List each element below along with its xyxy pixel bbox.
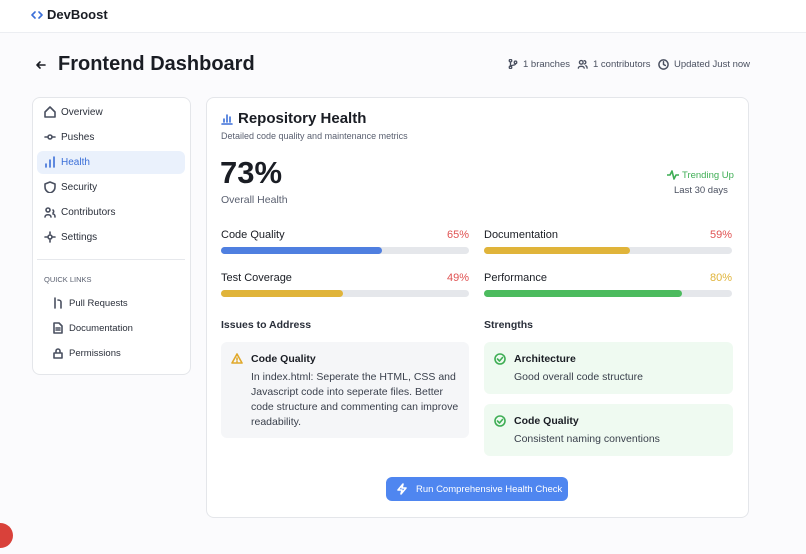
strength-card: [484, 342, 733, 394]
chart-icon: [221, 114, 233, 125]
issue-title: Code Quality: [251, 353, 316, 365]
nav-item[interactable]: Overview: [37, 101, 185, 124]
quick-links-title: QUICK LINKS: [44, 275, 92, 284]
trend-icon: [667, 170, 679, 180]
metric-name: Performance: [484, 272, 547, 284]
strength-title: Code Quality: [514, 415, 579, 427]
progress-bar: [484, 247, 631, 254]
metric-name: Documentation: [484, 229, 558, 241]
top-bar: [0, 0, 806, 33]
nav-item[interactable]: Settings: [37, 226, 185, 249]
icon: [53, 348, 63, 359]
strength-text: Consistent naming conventions: [514, 433, 660, 445]
issue-text: In index.html: Seperate the HTML, CSS an…: [251, 371, 459, 428]
nav-item[interactable]: Security: [37, 176, 185, 199]
logo-icon: [31, 11, 43, 19]
trend-period: Last 30 days: [674, 185, 728, 196]
nav-label[interactable]: Pushes: [61, 132, 95, 143]
icon: [44, 106, 56, 118]
icon: [53, 322, 63, 334]
nav-label[interactable]: Overview: [61, 107, 103, 118]
metric-label: 80%: [709, 272, 732, 284]
icon: [44, 134, 56, 140]
nav-label[interactable]: Health: [61, 157, 90, 168]
strengths-title: Strengths: [484, 319, 534, 331]
users-icon: [577, 59, 588, 69]
icon: [494, 415, 506, 427]
nav-item[interactable]: Pushes: [37, 126, 185, 149]
button-label[interactable]: Run Comprehensive Health Check: [416, 484, 563, 495]
nav-item[interactable]: Health: [37, 151, 185, 174]
page-title: Frontend Dashboard: [58, 53, 255, 75]
strength-title: Architecture: [514, 353, 576, 365]
meta-updated: Updated Just now: [674, 59, 751, 70]
metric-name: Test Coverage: [221, 272, 292, 284]
nav-item[interactable]: Contributors: [37, 201, 185, 224]
trend: Trending Up: [682, 170, 734, 181]
branch-icon: [508, 59, 518, 69]
icon: [54, 297, 62, 309]
progress-bar: [221, 290, 343, 297]
meta-contributors: 1 contributors: [593, 59, 651, 70]
bolt-icon: [397, 483, 407, 495]
nav-label[interactable]: Security: [61, 182, 98, 193]
icon: [44, 231, 56, 243]
quick-link[interactable]: Pull Requests: [69, 298, 128, 309]
icon: [45, 156, 55, 168]
nav-label[interactable]: Settings: [61, 232, 98, 243]
overall-label: Overall Health: [221, 194, 288, 206]
metric-label: 59%: [709, 229, 732, 241]
issues-title: Issues to Address: [221, 319, 312, 331]
issue-card: [221, 342, 469, 438]
progress-track: [484, 247, 732, 254]
nav-label[interactable]: Contributors: [61, 207, 116, 218]
strength-text: Good overall code structure: [514, 371, 643, 383]
strength-card: [484, 404, 733, 456]
floating-button[interactable]: [0, 523, 13, 548]
warning-icon: [231, 353, 243, 364]
icon: [44, 181, 56, 193]
back-button[interactable]: [35, 59, 47, 71]
health-check-button[interactable]: [386, 477, 568, 501]
icon: [44, 207, 56, 218]
quick-link[interactable]: Permissions: [69, 348, 121, 359]
metric-name: Code Quality: [221, 229, 285, 241]
clock-icon: [658, 59, 669, 70]
progress-track: [484, 290, 732, 297]
overall-score: 73%: [220, 155, 283, 190]
progress-track: [221, 290, 469, 297]
icon: [494, 353, 506, 365]
brand[interactable]: DevBoost: [47, 7, 108, 22]
card-title: Repository Health: [238, 110, 367, 127]
metric-label: 49%: [446, 272, 469, 284]
progress-bar: [221, 247, 383, 254]
progress-bar: [484, 290, 683, 297]
metric-label: 65%: [446, 229, 469, 241]
divider: [37, 259, 185, 260]
meta-branches: 1 branches: [523, 59, 571, 70]
quick-link[interactable]: Documentation: [69, 323, 133, 334]
card-subtitle: Detailed code quality and maintenance me…: [221, 131, 408, 141]
progress-track: [221, 247, 469, 254]
